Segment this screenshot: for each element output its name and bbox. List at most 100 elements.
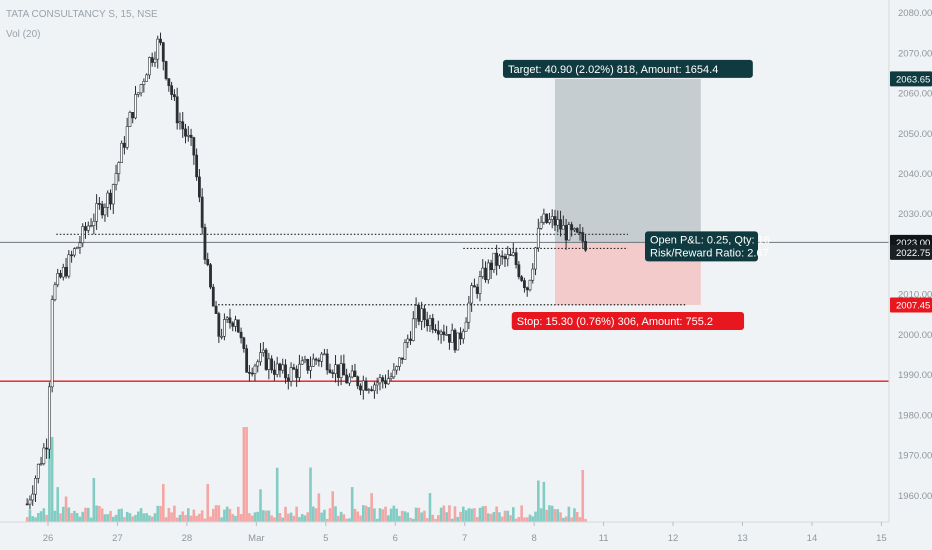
price-badge [890, 244, 932, 260]
candle-body [392, 369, 396, 378]
volume-bar [153, 513, 157, 522]
volume-bar [378, 508, 382, 522]
candle-body [442, 331, 446, 336]
x-tick-label: 15 [876, 533, 887, 544]
volume-bar [106, 514, 110, 522]
candle-body [581, 232, 585, 242]
volume-bar [86, 507, 90, 522]
candle-body [445, 334, 449, 336]
candle-body [298, 363, 301, 378]
candle-body [225, 317, 229, 320]
volume-bar [323, 509, 326, 522]
candle-body [520, 276, 524, 281]
candle-body [367, 389, 371, 391]
price-badge-label: 2023.00 [896, 238, 930, 249]
candle-body [373, 384, 376, 391]
candle-body [67, 254, 71, 277]
candle-body [273, 369, 276, 375]
volume-bar [284, 506, 287, 522]
volume-bar [81, 511, 85, 522]
volume-bar [45, 514, 48, 522]
candle-body [75, 247, 79, 249]
candle-body [436, 330, 440, 335]
candle-body [542, 213, 546, 223]
candle-body [320, 353, 324, 362]
candle-body [420, 308, 424, 322]
candle-body [356, 376, 360, 387]
time-axis[interactable]: 26 27 28 Mar 5 6 7 8 11 12 13 14 15 [43, 522, 887, 544]
volume-bar [409, 517, 412, 522]
candle-body [323, 353, 326, 356]
volume-bar [448, 505, 451, 522]
volume-bar [559, 512, 562, 522]
volume-bar [395, 508, 398, 522]
volume-bar [56, 487, 60, 522]
candle-body [378, 377, 382, 384]
candle-body [106, 192, 110, 208]
candle-body [28, 499, 32, 505]
x-tick-label: 5 [323, 533, 328, 544]
candle-body [561, 225, 565, 230]
candle-body [303, 358, 307, 362]
x-tick-label: 26 [43, 533, 54, 544]
volume-bar [311, 506, 315, 522]
candle-body [217, 313, 221, 337]
candle-body [175, 96, 179, 124]
price-axis[interactable]: 1960.00 1970.00 1980.00 1990.00 2000.00 2010.… [890, 8, 932, 502]
candle-body [523, 280, 526, 288]
candle-body [428, 318, 432, 327]
volume-bar [61, 506, 65, 522]
volume-bar [242, 427, 246, 522]
volume-bar [228, 508, 232, 522]
candle-body [278, 363, 282, 371]
candle-body [128, 112, 132, 127]
volume-bar [517, 516, 521, 522]
volume-bar [450, 518, 454, 522]
volume-bar [303, 515, 307, 522]
candle-body [95, 203, 99, 222]
volume-bar [203, 518, 207, 522]
candle-body [114, 173, 118, 185]
candle-body [409, 338, 412, 341]
volume-bar [223, 509, 226, 522]
candle-body [473, 285, 476, 288]
candle-body [198, 176, 201, 198]
volume-bar [567, 506, 571, 522]
candle-body [514, 252, 518, 266]
volume-bar [78, 516, 82, 522]
volume-bar [564, 516, 568, 522]
candle-body [25, 503, 29, 506]
x-tick-label: 28 [182, 533, 193, 544]
candle-body [92, 220, 96, 226]
candle-body [42, 447, 46, 464]
candle-body [317, 359, 321, 362]
volume-bar [275, 467, 279, 522]
candle-body [575, 228, 579, 233]
volume-bar [420, 512, 423, 522]
candle-body [59, 273, 62, 278]
volume-bar [31, 516, 35, 522]
volume-bar [345, 518, 348, 522]
volume-bar [281, 517, 285, 522]
volume-bar [437, 515, 440, 522]
volume-bar [300, 514, 304, 522]
volume-bar [286, 513, 290, 522]
volume-bar [459, 511, 462, 522]
volume-bar [575, 512, 579, 522]
volume-bar [320, 512, 323, 522]
volume-bar [473, 508, 476, 522]
candle-body [100, 203, 104, 216]
candle-body [172, 94, 176, 98]
volume-bar [548, 505, 551, 522]
candle-body [56, 273, 60, 286]
candle-body [570, 224, 574, 231]
stop-label-box [511, 311, 745, 330]
candle-body [548, 219, 551, 223]
volume-bar [362, 505, 365, 522]
candle-body [267, 358, 271, 370]
candle-body [195, 154, 199, 178]
candle-body [159, 38, 162, 43]
candle-body [153, 58, 157, 63]
